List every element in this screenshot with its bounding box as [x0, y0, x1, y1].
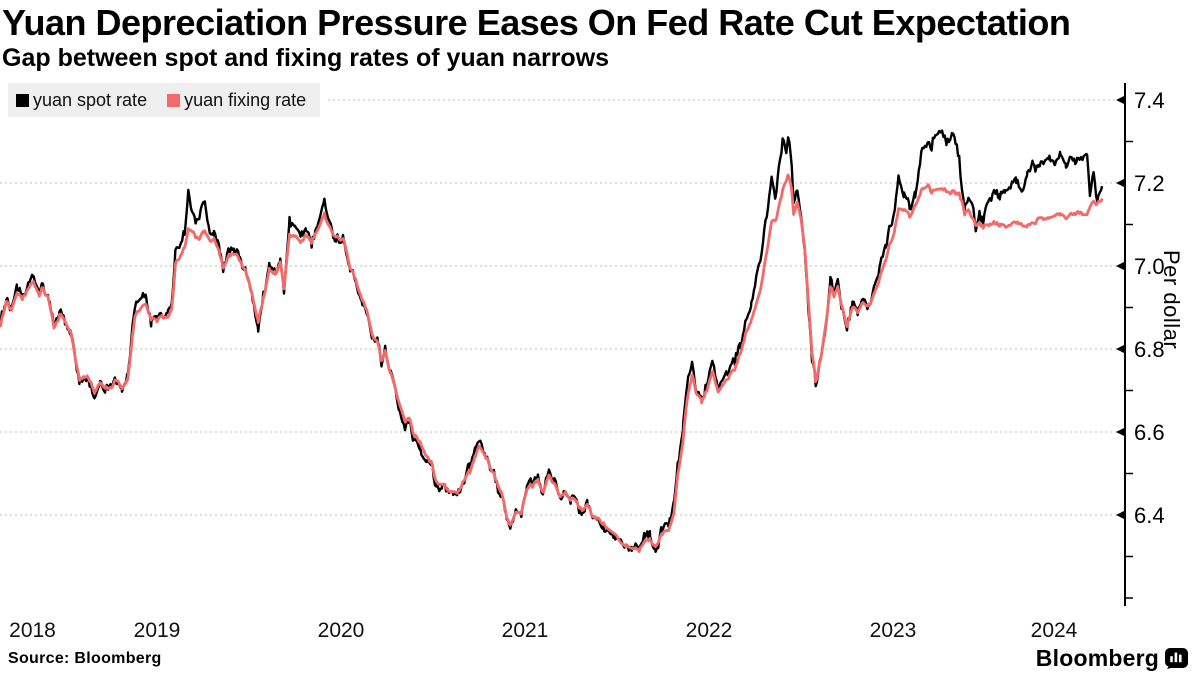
y-tick-label: 7.4: [1134, 88, 1165, 113]
x-tick-label: 2021: [502, 619, 549, 642]
bloomberg-brand: Bloomberg: [1036, 645, 1188, 672]
fixing-series-swatch: [167, 93, 181, 107]
x-tick-label: 2024: [1031, 619, 1078, 642]
y-axis-title: Per dollar: [1159, 250, 1184, 350]
x-tick-label: 2020: [318, 619, 365, 642]
x-tick-label: 2019: [134, 619, 181, 642]
y-tick-label: 6.4: [1134, 503, 1165, 528]
fixing-rate-line: [0, 173, 1104, 553]
spot-series-swatch: [16, 93, 29, 107]
legend-label-fixing: yuan fixing rate: [184, 89, 307, 110]
x-tick-label: 2023: [870, 619, 917, 642]
legend-label-spot: yuan spot rate: [33, 89, 148, 110]
bloomberg-logo-icon: [1165, 648, 1188, 669]
chart-subtitle: Gap between spot and fixing rates of yua…: [2, 44, 610, 72]
y-axis-tick-arrow: [1116, 261, 1126, 271]
y-axis-tick-arrow: [1116, 427, 1126, 437]
x-tick-label: 2022: [686, 619, 733, 642]
y-tick-label: 7.2: [1134, 171, 1165, 196]
y-axis-tick-arrow: [1116, 510, 1126, 520]
spot-rate-line: [0, 129, 1104, 553]
legend: yuan spot rate yuan fixing rate: [8, 83, 321, 117]
legend-item-spot: yuan spot rate: [16, 90, 147, 111]
page-title: Yuan Depreciation Pressure Eases On Fed …: [2, 2, 1071, 43]
x-tick-label: 2018: [9, 619, 56, 642]
y-axis-tick-arrow: [1116, 178, 1126, 188]
y-tick-label: 6.8: [1134, 337, 1165, 362]
y-tick-label: 7.0: [1134, 254, 1165, 279]
y-axis-tick-arrow: [1116, 95, 1126, 105]
y-tick-label: 6.6: [1134, 420, 1165, 445]
bloomberg-wordmark: Bloomberg: [1035, 645, 1159, 671]
y-axis-tick-arrow: [1116, 344, 1126, 354]
legend-item-fixing: yuan fixing rate: [167, 90, 306, 111]
source-label: Source: Bloomberg: [8, 650, 162, 667]
